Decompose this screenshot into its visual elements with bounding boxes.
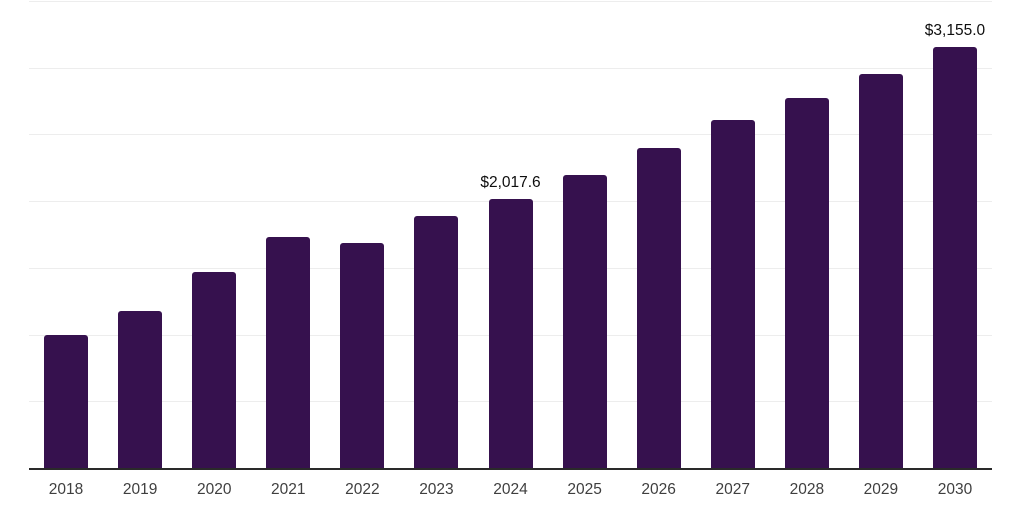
x-tick-label: 2019 <box>122 481 158 498</box>
x-axis-labels: 2018 2019 2020 2021 2022 2023 2024 2025 2026 2027… <box>29 481 992 499</box>
bar-2021 <box>266 237 311 468</box>
bar-2018 <box>44 334 89 468</box>
x-tick-label: 2025 <box>567 481 602 498</box>
bar-slot <box>29 1 103 468</box>
bar-slot <box>399 1 473 468</box>
bar-2026 <box>636 148 681 468</box>
bar-slot <box>844 1 918 468</box>
x-tick-label: 2029 <box>863 481 899 498</box>
bar-2030: $3,155.0 <box>925 22 985 468</box>
bar-chart: $2,017.6 $3,155.0 2018 2019 2020 2021 2022 202… <box>29 1 992 499</box>
x-tick-label: 2020 <box>196 481 232 498</box>
plot-area: $2,017.6 $3,155.0 <box>29 1 992 470</box>
x-tick-label: 2023 <box>419 481 454 498</box>
bar-2024: $2,017.6 <box>480 174 541 468</box>
bar-slot <box>548 1 622 468</box>
bar-value-label: $3,155.0 <box>924 22 986 40</box>
gridline <box>29 67 992 69</box>
bar-2025 <box>562 175 607 468</box>
bar-slot: $2,017.6 <box>473 1 547 468</box>
bar-slot <box>622 1 696 468</box>
x-tick-label: 2024 <box>493 481 528 498</box>
bar-slot <box>770 1 844 468</box>
bar-slot: $3,155.0 <box>918 1 992 468</box>
bars-container: $2,017.6 $3,155.0 <box>29 1 992 468</box>
bar-2020 <box>192 271 237 468</box>
bar-2028 <box>784 98 829 468</box>
bar-2023 <box>414 215 459 468</box>
bar-slot <box>177 1 251 468</box>
bar-slot <box>325 1 399 468</box>
bar-slot <box>251 1 325 468</box>
x-tick-label: 2030 <box>937 481 973 498</box>
bar-slot <box>696 1 770 468</box>
x-tick-label: 2018 <box>48 481 84 498</box>
gridline <box>29 1 992 2</box>
bar-value-label: $2,017.6 <box>480 173 541 191</box>
bar-2029 <box>858 74 903 468</box>
x-tick-label: 2027 <box>715 481 750 498</box>
x-tick-label: 2022 <box>345 481 380 498</box>
x-tick-label: 2028 <box>789 481 825 498</box>
bar-slot <box>103 1 177 468</box>
gridline <box>29 134 992 136</box>
x-tick-label: 2021 <box>271 481 306 498</box>
bar-2019 <box>118 311 163 468</box>
bar-2027 <box>710 120 755 468</box>
bar-2022 <box>340 243 385 468</box>
x-tick-label: 2026 <box>641 481 676 498</box>
